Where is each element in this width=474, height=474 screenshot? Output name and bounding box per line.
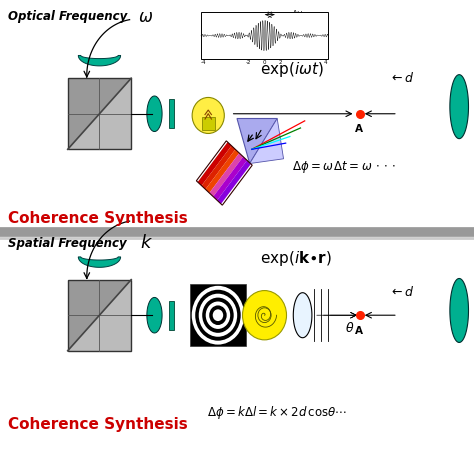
Circle shape [192,98,224,134]
Circle shape [191,286,244,345]
Polygon shape [78,55,120,66]
Polygon shape [293,292,312,337]
Circle shape [199,294,237,337]
Text: $\leftarrow d$: $\leftarrow d$ [389,284,415,299]
Text: 4: 4 [324,60,328,65]
Circle shape [213,310,223,321]
Text: $\Delta\omega$: $\Delta\omega$ [292,8,303,16]
Bar [202,117,215,130]
Text: $\Delta\phi = \omega\,\Delta t = \omega\,\cdot\cdot\cdot$: $\Delta\phi = \omega\,\Delta t = \omega\… [292,159,396,175]
Text: $k$: $k$ [140,234,153,252]
Polygon shape [78,257,120,267]
Text: $\exp(i\mathbf{k}{\bullet}\mathbf{r})$: $\exp(i\mathbf{k}{\bullet}\mathbf{r})$ [260,249,332,268]
Text: $\theta$: $\theta$ [345,321,355,335]
Text: -4: -4 [201,60,206,65]
Bar [191,284,246,346]
Polygon shape [250,118,283,164]
Text: 2: 2 [279,60,282,65]
Circle shape [202,298,234,333]
Circle shape [243,291,286,340]
Text: $\omega$: $\omega$ [137,8,153,26]
Polygon shape [213,157,247,201]
Polygon shape [237,118,277,164]
Text: -2: -2 [246,60,251,65]
Circle shape [209,305,227,325]
Polygon shape [68,280,131,351]
Circle shape [206,301,230,329]
Polygon shape [210,153,243,197]
Text: Spatial Frequency: Spatial Frequency [9,237,127,250]
Text: Optical Frequency: Optical Frequency [9,10,128,23]
Polygon shape [68,78,131,149]
Text: 0: 0 [263,60,266,65]
Text: A: A [355,326,363,336]
Text: $\Delta\phi = k\Delta l = k \times 2d\,\cos\!\theta\cdots$: $\Delta\phi = k\Delta l = k \times 2d\,\… [207,404,347,421]
Polygon shape [68,280,131,351]
Circle shape [195,290,241,341]
Bar [169,301,174,330]
Text: $\leftarrow d$: $\leftarrow d$ [389,71,415,85]
Polygon shape [198,142,231,186]
Bar [169,99,174,128]
Polygon shape [217,160,251,204]
Text: Coherence Synthesis: Coherence Synthesis [9,417,188,432]
Text: Coherence Synthesis: Coherence Synthesis [9,210,188,226]
Text: $\exp(i\omega t)$: $\exp(i\omega t)$ [260,60,324,79]
Polygon shape [450,74,468,138]
Polygon shape [68,78,131,149]
Polygon shape [450,279,468,342]
Polygon shape [205,149,239,193]
Polygon shape [147,298,162,333]
Polygon shape [147,96,162,131]
Polygon shape [201,146,236,189]
Bar [201,12,328,59]
Text: A: A [355,124,363,134]
